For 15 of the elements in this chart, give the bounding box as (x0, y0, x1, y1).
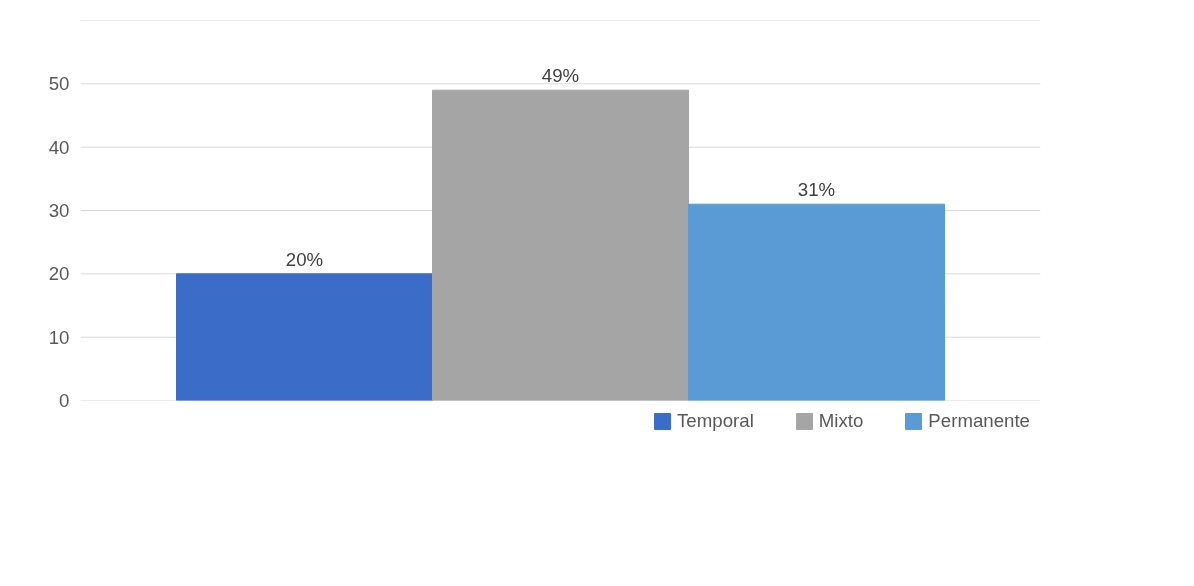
y-tick-label: 0 (59, 390, 70, 411)
y-tick-label: 40 (48, 136, 70, 158)
y-tick-label: 20 (48, 263, 70, 285)
bar (688, 203, 945, 401)
legend-label: Temporal (677, 410, 754, 432)
legend-label: Mixto (818, 410, 864, 432)
data-label: 31% (797, 179, 836, 201)
data-label: 49% (541, 65, 580, 87)
bar (432, 89, 689, 401)
y-tick-label: 10 (48, 326, 70, 348)
legend-label: Permanente (928, 410, 1030, 432)
data-label: 20% (285, 248, 324, 270)
y-tick-label: 30 (48, 200, 70, 221)
bar (176, 273, 433, 401)
y-tick-label: 50 (48, 73, 70, 95)
